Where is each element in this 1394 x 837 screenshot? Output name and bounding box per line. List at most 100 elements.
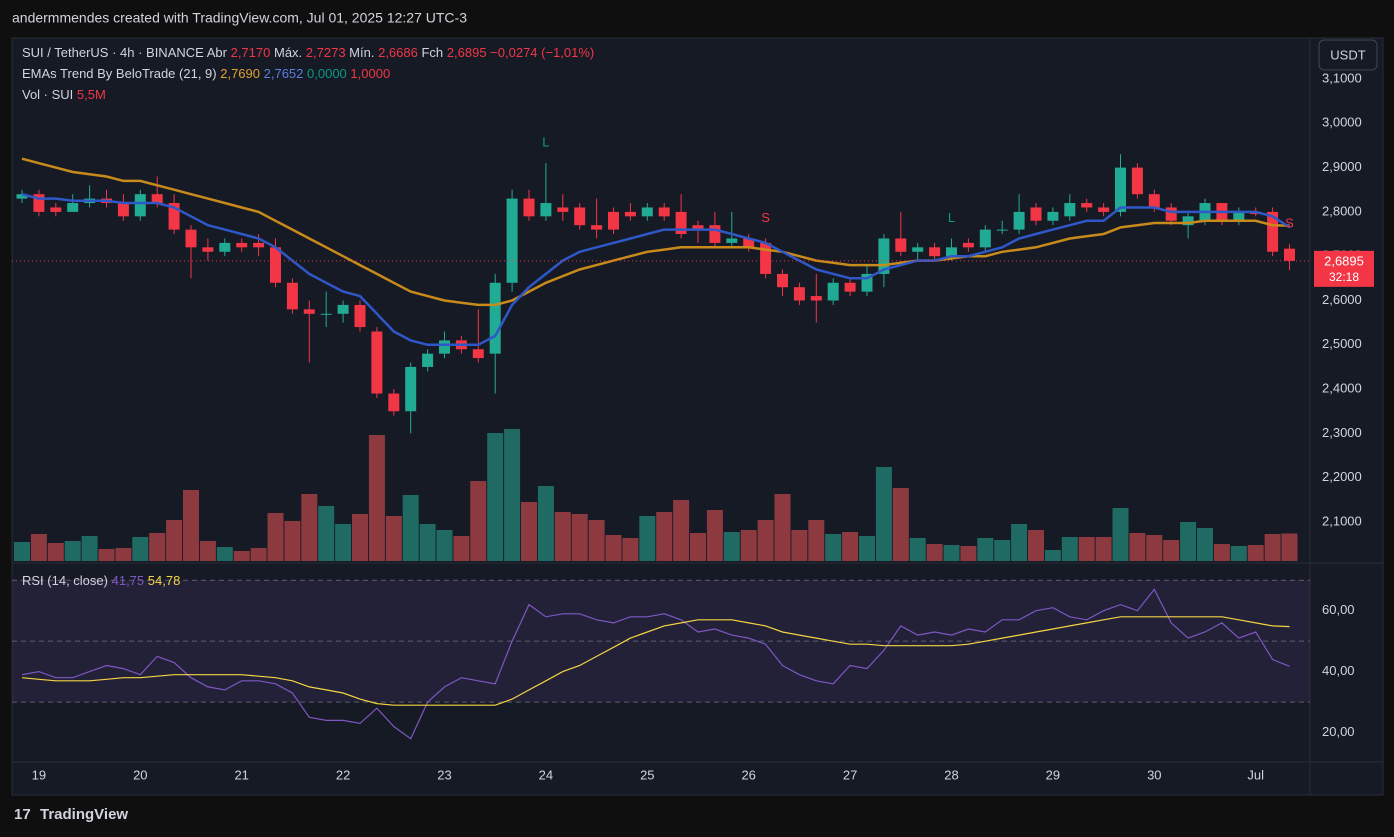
x-tick-label: 25 <box>640 767 654 782</box>
rsi-line <box>21 616 1290 706</box>
volume-bar <box>419 524 436 561</box>
y-tick-label: 2,8000 <box>1322 203 1362 218</box>
candle-body <box>1115 167 1126 212</box>
legend-change: −0,0274 (−1,01%) <box>490 45 594 60</box>
candle-body <box>1030 207 1042 221</box>
volume-bar <box>301 494 318 561</box>
candle-body <box>1165 207 1177 221</box>
legend-value: 41,75 <box>112 573 145 588</box>
volume-bar <box>504 429 521 561</box>
candle-body <box>253 242 265 248</box>
volume-bar <box>706 510 723 561</box>
volume-bar <box>199 541 216 561</box>
volume-bar <box>1044 550 1061 561</box>
candle-body <box>793 287 805 301</box>
volume-bar <box>436 530 453 561</box>
legend-symbol: SUI / TetherUS · 4h · BINANCE <box>22 45 204 60</box>
candle-body <box>1284 248 1295 261</box>
volume-bar <box>723 532 740 561</box>
candle-body <box>591 225 603 230</box>
x-tick-label: 29 <box>1046 767 1060 782</box>
signal-label: S <box>761 210 770 225</box>
candle-body <box>624 211 636 217</box>
legend-name: RSI (14, close) <box>22 573 108 588</box>
legend-value: 2,7170 <box>231 45 271 60</box>
signal-label: L <box>542 135 549 150</box>
candle-body <box>810 296 822 301</box>
candle-body <box>185 229 197 248</box>
legend-name: Abr <box>207 45 228 60</box>
y-tick-label: 2,3000 <box>1322 425 1362 440</box>
candle-body <box>1098 207 1110 212</box>
legend-value: 1,0000 <box>350 66 390 81</box>
volume-bar <box>791 530 808 561</box>
volume-bar <box>554 512 571 561</box>
volume-bar <box>1163 540 1180 561</box>
legend-name: EMAs Trend By BeloTrade (21, 9) <box>22 66 217 81</box>
volume-bar <box>81 536 98 561</box>
volume-bar <box>402 495 419 561</box>
volume-bar <box>1247 545 1264 561</box>
volume-bar <box>1146 535 1163 561</box>
volume-bar <box>183 490 199 561</box>
caption: andermmendes created with TradingView.co… <box>12 10 467 26</box>
candle-body <box>371 331 383 394</box>
volume-bar <box>1197 528 1213 561</box>
candle-body <box>1047 211 1059 221</box>
candle-body <box>912 247 924 252</box>
candle-body <box>506 198 518 283</box>
y-tick-label: 3,1000 <box>1322 70 1362 85</box>
volume-bar <box>994 540 1011 561</box>
volume-bar <box>892 488 909 561</box>
x-tick-label: 23 <box>437 767 451 782</box>
volume-bar <box>774 494 791 561</box>
candle-body <box>844 282 856 292</box>
legend-row: Vol · SUI 5,5M <box>22 87 106 102</box>
volume-bar <box>926 544 943 561</box>
volume-bar <box>639 516 656 561</box>
volume-bar <box>352 514 368 561</box>
rsi-tick-label: 20,00 <box>1322 724 1355 739</box>
candle-body <box>1267 211 1279 252</box>
volume-bar <box>216 547 233 561</box>
volume-bar <box>960 546 977 561</box>
volume-bar <box>875 467 892 561</box>
y-tick-label: 3,0000 <box>1322 115 1362 130</box>
candle-body <box>33 194 45 212</box>
x-tick-label: 26 <box>741 767 755 782</box>
volume-bar <box>673 500 690 561</box>
volume-bar <box>132 537 149 561</box>
volume-bar <box>318 506 335 561</box>
candle-body <box>202 247 214 252</box>
legend: SUI / TetherUS · 4h · BINANCE Abr 2,7170… <box>22 45 594 588</box>
candle-body <box>658 207 670 217</box>
volume-bar <box>115 548 132 561</box>
volume-bar <box>1061 537 1078 561</box>
candle-body <box>270 247 281 283</box>
volume-bar <box>149 533 166 561</box>
candle-body <box>929 247 941 257</box>
volume-bar <box>233 551 250 561</box>
candle-body <box>557 207 569 212</box>
signal-label: S <box>1285 216 1294 231</box>
last-price-box <box>1314 250 1374 287</box>
candle-body <box>861 273 873 292</box>
volume-bar <box>690 533 706 561</box>
candle-body <box>422 353 434 367</box>
candle-body <box>692 225 704 230</box>
candle-body <box>50 207 62 212</box>
volume-bar <box>588 520 605 561</box>
legend-row: RSI (14, close) 41,75 54,78 <box>22 573 180 588</box>
volume-bar <box>98 549 115 561</box>
x-tick-label: Jul <box>1247 767 1264 782</box>
currency-button[interactable] <box>1318 39 1378 71</box>
volume-bar <box>1180 522 1197 561</box>
volume-bar <box>909 538 926 561</box>
volume-bar <box>1129 533 1146 561</box>
logo-mark: 17 <box>14 806 31 823</box>
volume-bar <box>1028 530 1044 561</box>
x-tick-label: 24 <box>539 767 553 782</box>
candle-body <box>996 229 1008 231</box>
